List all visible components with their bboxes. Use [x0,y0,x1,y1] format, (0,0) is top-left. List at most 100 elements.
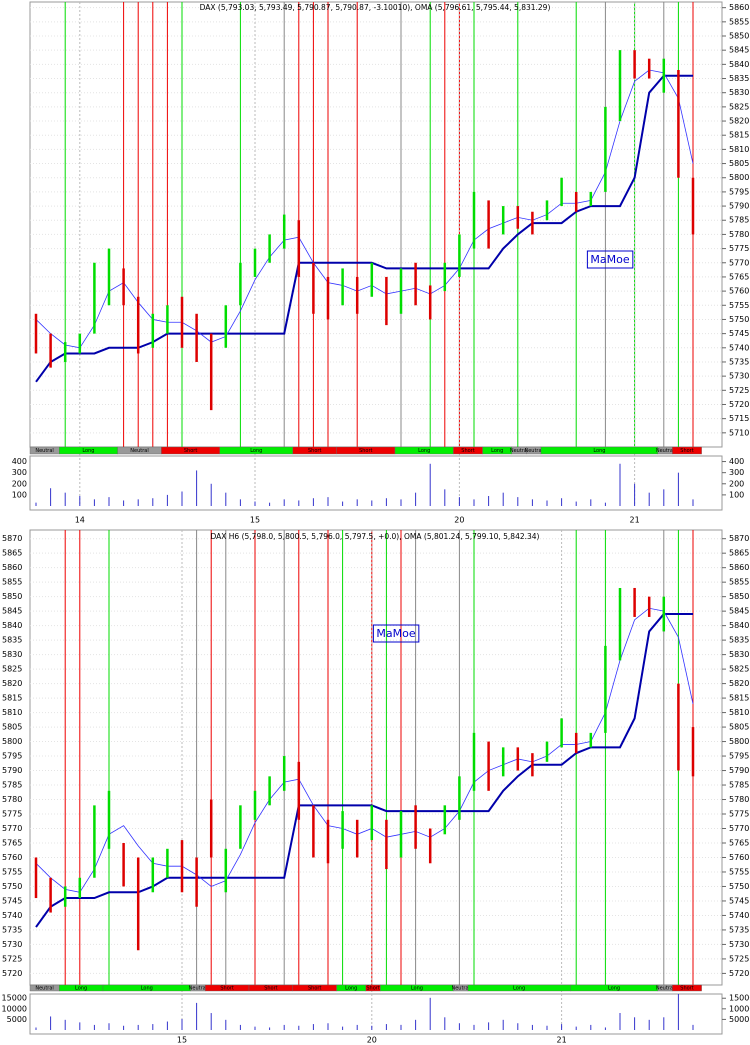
status-label: Short [366,986,379,992]
status-segment: Long [570,984,659,992]
y-tick-label: 5835 [2,636,22,645]
status-segment: Short [672,446,702,455]
y-tick-label: 5870 [729,534,749,543]
y-tick-label: 5735 [729,357,749,366]
status-label: Long [491,448,503,454]
y-tick-label: 5835 [729,636,749,645]
y-tick-label: 5815 [729,694,749,703]
status-label: Long [75,986,87,992]
y-tick-label: 5810 [729,145,749,154]
status-label: Neutral [510,448,528,454]
status-label: Short [680,448,693,454]
y-tick-label: 5825 [729,102,749,111]
y-tick-label: 5820 [2,679,22,688]
stop-line [35,613,693,928]
status-label: Long [82,448,94,454]
y-tick-label: 5795 [729,187,749,196]
x-tick-label: 20 [367,1036,377,1045]
status-segment: Neutral [189,984,207,992]
y-tick-label: 5765 [729,838,749,847]
y-tick-label: 5805 [729,159,749,168]
y-tick-label: 5830 [729,650,749,659]
y-tick-label: 5720 [729,400,749,409]
x-tick-label: 20 [454,516,464,525]
status-label: Neutral [130,448,148,454]
y-tick-label: 5840 [729,621,749,630]
status-label: Neutral [656,448,674,454]
stop-line [35,74,693,383]
annotation: MaMoe [376,627,415,640]
y-tick-label: 5820 [729,117,749,126]
y-tick-label: 5730 [729,372,749,381]
x-tick-label: 21 [630,516,640,525]
status-segment: Neutral [656,446,674,455]
y-tick-label: 5775 [2,810,22,819]
y-tick-label: 5840 [2,621,22,630]
y-tick-label: 5820 [729,679,749,688]
y-tick-label: 5830 [729,88,749,97]
status-segment: Neutral [117,446,162,455]
y-tick-label: 5870 [2,534,22,543]
y-tick-label: 5810 [2,708,22,717]
y-tick-label: 5825 [2,665,22,674]
volume-tick-label: 200 [12,479,27,488]
price-frame [29,529,723,986]
oma-line [35,69,694,349]
status-label: Short [220,986,233,992]
y-tick-label: 5755 [2,867,22,876]
annotation-box [586,250,634,269]
y-tick-label: 5755 [729,301,749,310]
status-label: Long [411,986,423,992]
y-tick-label: 5785 [729,781,749,790]
annotation: MaMoe [590,253,629,266]
volume-tick-label: 100 [12,490,27,499]
y-tick-label: 5735 [2,925,22,934]
y-tick-label: 5780 [729,795,749,804]
y-tick-label: 5855 [729,578,749,587]
y-tick-label: 5780 [729,230,749,239]
y-tick-label: 5770 [729,824,749,833]
y-tick-label: 5760 [729,853,749,862]
x-tick-label: 14 [75,516,85,525]
volume-tick-label: 15000 [2,994,27,1003]
y-tick-label: 5760 [2,853,22,862]
status-segment: Long [394,446,454,455]
y-tick-label: 5815 [2,694,22,703]
y-tick-label: 5845 [729,46,749,55]
y-tick-label: 5760 [729,287,749,296]
y-tick-label: 5715 [729,414,749,423]
volume-tick-label: 5000 [729,1015,749,1024]
status-segment: Short [248,984,293,992]
volume-tick-label: 300 [12,468,27,477]
y-tick-label: 5740 [2,911,22,920]
y-tick-label: 5750 [2,882,22,891]
status-segment: Neutral [29,984,60,992]
status-segment: Long [482,446,513,455]
y-tick-label: 5790 [729,202,749,211]
y-tick-label: 5860 [729,3,749,12]
y-tick-label: 5865 [729,549,749,558]
y-tick-label: 5810 [729,708,749,717]
status-segment: Short [292,984,337,992]
y-tick-label: 5725 [729,386,749,395]
status-segment: Neutral [524,446,543,455]
status-label: Neutral [524,448,542,454]
y-tick-label: 5730 [729,940,749,949]
x-tick-label: 15 [250,516,260,525]
status-label: Neutral [35,986,53,992]
y-tick-label: 5765 [729,272,749,281]
y-tick-label: 5745 [729,329,749,338]
y-tick-label: 5845 [729,607,749,616]
y-tick-label: 5770 [729,258,749,267]
y-tick-label: 5830 [2,650,22,659]
status-segment: Short [365,984,381,992]
status-segment: Long [102,984,191,992]
status-segment: Long [380,984,454,992]
y-tick-label: 5815 [729,131,749,140]
volume-tick-label: 10000 [2,1004,27,1013]
volume-frame [29,455,723,511]
y-tick-label: 5850 [2,592,22,601]
y-tick-label: 5710 [729,428,749,437]
status-segment: Long [336,984,367,992]
y-tick-label: 5795 [729,752,749,761]
